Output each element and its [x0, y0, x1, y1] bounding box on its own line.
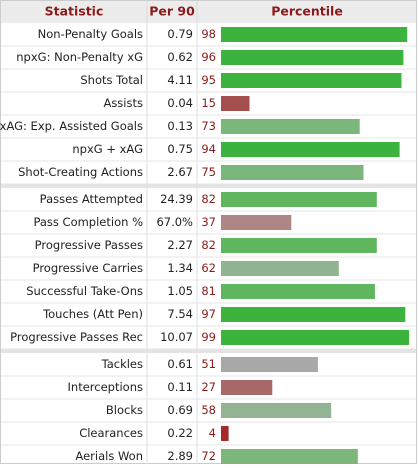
statistic-cell: Aerials Won [75, 449, 143, 463]
percentile-cell: 82 [201, 238, 216, 252]
percentile-bar [221, 119, 360, 134]
statistic-cell: Pass Completion % [33, 215, 143, 229]
statistic-cell: Shots Total [80, 73, 143, 87]
header-cell: Statistic [45, 4, 104, 19]
percentile-bar [221, 449, 358, 464]
percentile-bar [221, 27, 408, 42]
per90-cell: 0.13 [167, 119, 193, 133]
percentile-bar [221, 238, 377, 253]
percentile-cell: 4 [209, 426, 216, 440]
per90-cell: 0.22 [167, 426, 193, 440]
percentile-bar [221, 380, 273, 395]
per90-cell: 2.89 [167, 449, 193, 463]
percentile-cell: 27 [201, 380, 216, 394]
statistic-cell: Interceptions [68, 380, 143, 394]
percentile-cell: 99 [201, 330, 216, 344]
per90-cell: 67.0% [156, 215, 193, 229]
statistic-cell: Progressive Carries [33, 261, 143, 275]
percentile-bar [221, 357, 318, 372]
percentile-cell: 98 [201, 27, 216, 41]
per90-cell: 10.07 [160, 330, 193, 344]
per90-cell: 0.61 [167, 357, 193, 371]
percentile-bar [221, 261, 339, 276]
percentile-cell: 81 [201, 284, 216, 298]
percentile-bar [221, 284, 375, 299]
percentile-bar [221, 215, 292, 230]
header-cell: Per 90 [149, 4, 195, 19]
statistic-cell: Non-Penalty Goals [38, 27, 143, 41]
percentile-cell: 37 [201, 215, 216, 229]
percentile-bar [221, 165, 364, 180]
percentile-bar [221, 142, 400, 157]
header-cell: Percentile [271, 4, 343, 19]
per90-cell: 1.05 [167, 284, 193, 298]
statistic-cell: Progressive Passes [35, 238, 143, 252]
statistic-cell: npxG: Non-Penalty xG [16, 50, 143, 64]
group-separator [1, 349, 416, 353]
percentile-bar [221, 73, 402, 88]
statistic-cell: Tackles [101, 357, 143, 371]
percentile-bar [221, 307, 406, 322]
per90-cell: 7.54 [167, 307, 193, 321]
percentile-bar [221, 403, 332, 418]
statistic-cell: xAG: Exp. Assisted Goals [0, 119, 143, 133]
percentile-cell: 58 [201, 403, 216, 417]
per90-cell: 24.39 [160, 192, 193, 206]
percentile-cell: 94 [201, 142, 216, 156]
per90-cell: 0.04 [167, 96, 193, 110]
percentile-bar [221, 426, 229, 441]
group-separator [1, 184, 416, 188]
per90-cell: 4.11 [167, 73, 193, 87]
percentile-cell: 82 [201, 192, 216, 206]
per90-cell: 1.34 [167, 261, 193, 275]
percentile-cell: 62 [201, 261, 216, 275]
statistic-cell: Shot-Creating Actions [18, 165, 143, 179]
statistic-cell: Progressive Passes Rec [10, 330, 143, 344]
per90-cell: 2.27 [167, 238, 193, 252]
percentile-cell: 72 [201, 449, 216, 463]
percentile-cell: 96 [201, 50, 216, 64]
percentile-bar [221, 50, 404, 65]
per90-cell: 0.11 [167, 380, 193, 394]
statistic-cell: Touches (Att Pen) [42, 307, 143, 321]
statistic-cell: Successful Take-Ons [26, 284, 143, 298]
percentile-bar [221, 96, 250, 111]
percentile-cell: 51 [201, 357, 216, 371]
header-bg [1, 1, 416, 23]
statistic-cell: npxG + xAG [72, 142, 143, 156]
per90-cell: 0.62 [167, 50, 193, 64]
percentile-cell: 15 [201, 96, 216, 110]
percentile-cell: 95 [201, 73, 216, 87]
per90-cell: 0.75 [167, 142, 193, 156]
per90-cell: 0.79 [167, 27, 193, 41]
percentile-bar [221, 192, 377, 207]
statistic-cell: Assists [103, 96, 143, 110]
per90-cell: 2.67 [167, 165, 193, 179]
statistic-cell: Clearances [79, 426, 143, 440]
percentile-bar [221, 330, 410, 345]
percentile-cell: 73 [201, 119, 216, 133]
statistic-cell: Blocks [106, 403, 143, 417]
per90-cell: 0.69 [167, 403, 193, 417]
statistic-cell: Passes Attempted [40, 192, 143, 206]
percentile-cell: 75 [201, 165, 216, 179]
percentile-cell: 97 [201, 307, 216, 321]
